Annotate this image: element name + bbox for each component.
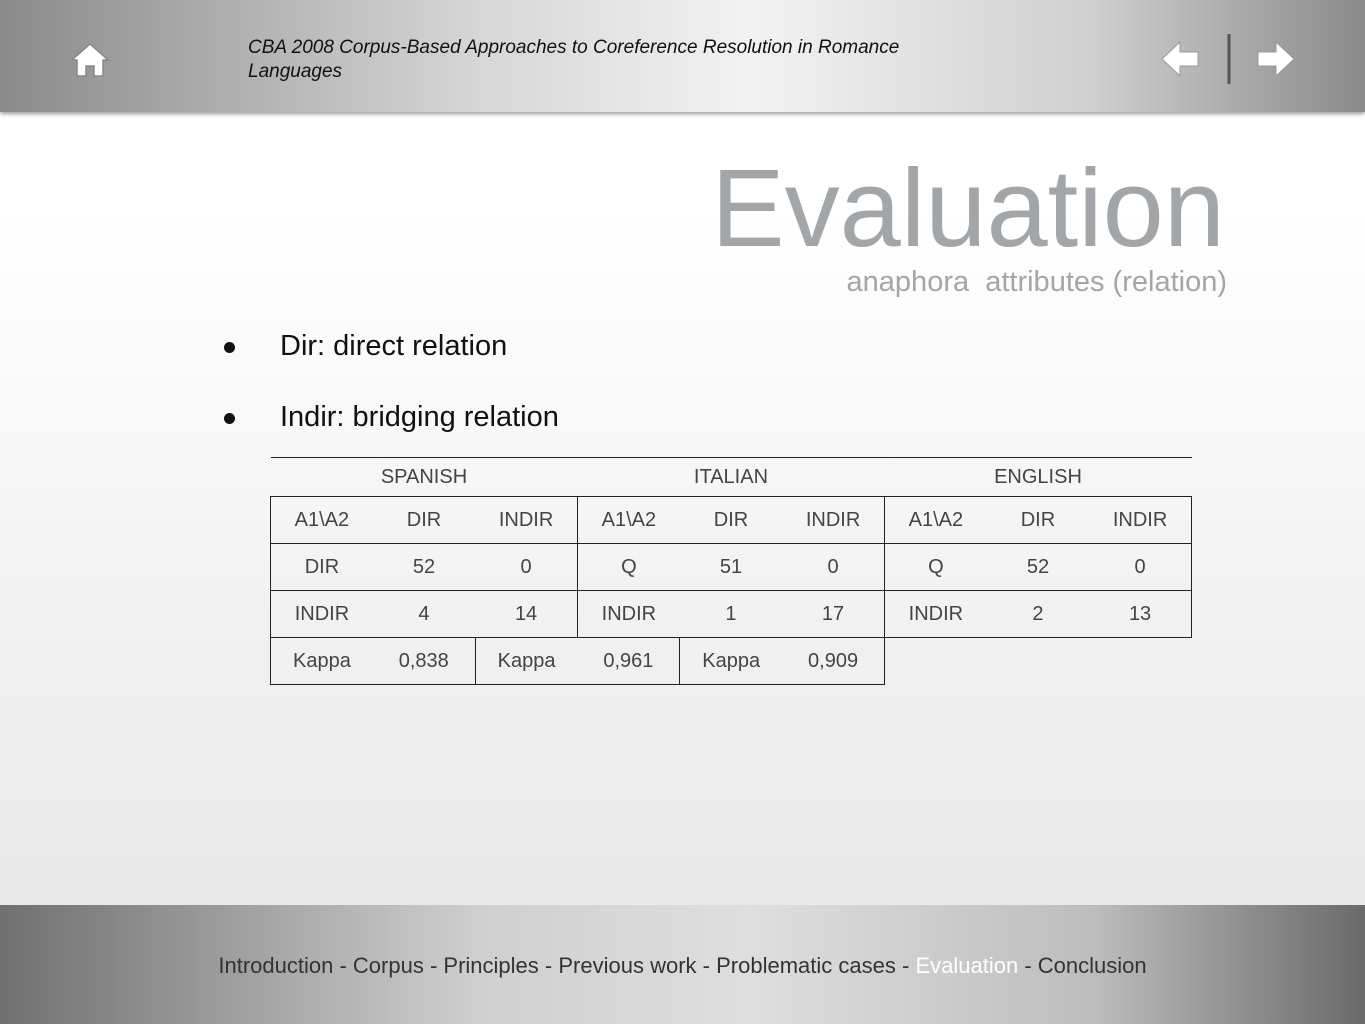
nav-separator: - xyxy=(1024,953,1032,978)
header-title: CBA 2008 Corpus-Based Approaches to Core… xyxy=(248,37,900,82)
table-cell: 0,961 xyxy=(577,637,681,685)
table-row: SPANISH ITALIAN ENGLISH xyxy=(270,457,1192,497)
table-cell: INDIR xyxy=(269,590,373,638)
slide-title: Evaluation xyxy=(711,147,1225,270)
table-cell: INDIR xyxy=(475,496,578,544)
nav-link[interactable]: Principles xyxy=(443,953,539,978)
nav-separator: - xyxy=(702,953,710,978)
table-cell: INDIR xyxy=(782,496,885,544)
table-cell: DIR xyxy=(269,543,373,591)
table-cell: 0,838 xyxy=(372,637,476,685)
table-cell: 51 xyxy=(679,543,783,591)
table-cell: INDIR xyxy=(1089,496,1193,544)
table-cell: DIR xyxy=(679,496,783,544)
table-cell: A1\A2 xyxy=(884,496,987,544)
table-cell: 52 xyxy=(986,543,1090,591)
table-cell: A1\A2 xyxy=(577,496,680,544)
table-cell: 1 xyxy=(679,590,783,638)
nav-link[interactable]: Evaluation xyxy=(915,953,1019,978)
table-cell: Q xyxy=(884,543,987,591)
group-header: ITALIAN xyxy=(577,457,885,497)
table-cell: INDIR xyxy=(884,590,987,638)
table-cell: 4 xyxy=(372,590,476,638)
table-cell: Kappa xyxy=(679,637,783,685)
footer-nav: Introduction - Corpus - Principles - Pre… xyxy=(0,953,1365,979)
table-row: A1\A2 DIR INDIR A1\A2 DIR INDIR A1\A2 DIR INDIR xyxy=(269,496,1193,544)
slide-subtitle: anaphora attributes (relation) xyxy=(846,266,1227,298)
table-row: DIR 52 0 Q 51 0 Q 52 0 xyxy=(269,543,1193,591)
nav-separator: - xyxy=(429,953,438,978)
table-cell: Q xyxy=(577,543,680,591)
table-cell: INDIR xyxy=(577,590,680,638)
table-cell: 2 xyxy=(986,590,1090,638)
table-cell: A1\A2 xyxy=(269,496,373,544)
table-cell: Kappa xyxy=(269,637,373,685)
nav-separator: - xyxy=(544,953,553,978)
nav-link[interactable]: Conclusion xyxy=(1037,953,1147,978)
home-icon[interactable] xyxy=(70,42,110,78)
header-bar: CBA 2008 Corpus-Based Approaches to Core… xyxy=(0,0,1365,112)
table-cell: 0 xyxy=(1089,543,1193,591)
table-cell: DIR xyxy=(372,496,476,544)
table-cell: 0 xyxy=(475,543,578,591)
table-cell: 17 xyxy=(782,590,885,638)
table-cell: 52 xyxy=(372,543,476,591)
nav-link[interactable]: Previous work xyxy=(558,953,697,978)
nav-arrows[interactable] xyxy=(1160,32,1300,86)
table-cell: DIR xyxy=(986,496,1090,544)
nav-link[interactable]: Problematic cases xyxy=(716,953,896,978)
table-row: Kappa 0,838 Kappa 0,961 Kappa 0,909 xyxy=(269,637,1192,685)
data-table: SPANISH ITALIAN ENGLISH A1\A2 DIR INDIR A1\A2 D… xyxy=(269,457,1193,685)
nav-link[interactable]: Corpus xyxy=(352,953,424,978)
table-cell: 0,909 xyxy=(782,637,885,685)
nav-separator: - xyxy=(901,953,910,978)
table-cell: 13 xyxy=(1089,590,1193,638)
nav-separator: - xyxy=(339,953,347,978)
table-cell: 0 xyxy=(782,543,885,591)
group-header: ENGLISH xyxy=(884,457,1192,497)
bullet: Dir: direct relation xyxy=(223,330,508,362)
group-header: SPANISH xyxy=(270,457,578,497)
table-cell: 14 xyxy=(475,590,578,638)
table-cell: Kappa xyxy=(475,637,578,685)
table-row: INDIR 4 14 INDIR 1 17 INDIR 2 13 xyxy=(269,590,1193,638)
footer-bar xyxy=(0,905,1365,1024)
bullet: Indir: bridging relation xyxy=(224,401,559,433)
nav-link[interactable]: Introduction xyxy=(218,953,334,978)
